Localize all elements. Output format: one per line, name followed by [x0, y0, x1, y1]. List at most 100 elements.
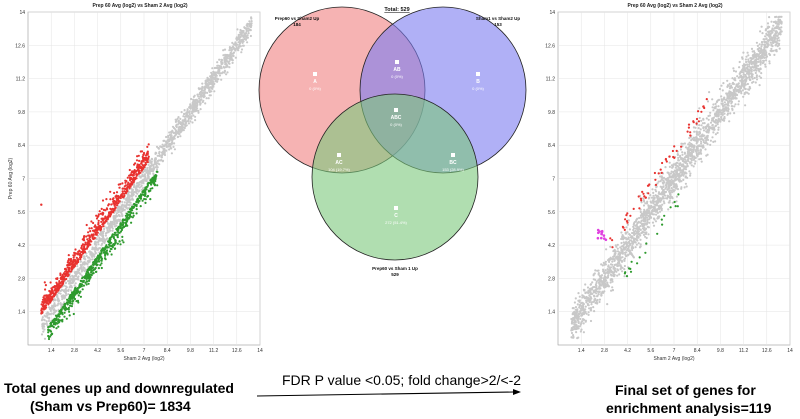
data-point	[99, 227, 102, 230]
data-point	[96, 241, 99, 244]
venn-set-label: 529	[391, 272, 399, 277]
data-point	[64, 307, 67, 310]
data-point	[75, 256, 78, 259]
data-point	[573, 326, 576, 330]
data-point	[769, 41, 772, 44]
data-point	[699, 128, 702, 131]
data-point	[107, 203, 110, 206]
data-point	[732, 69, 736, 72]
data-point	[54, 304, 57, 307]
data-point	[150, 167, 154, 171]
data-point	[609, 256, 612, 259]
data-point	[758, 46, 761, 50]
data-point	[722, 119, 725, 122]
data-point	[242, 44, 245, 47]
data-point	[578, 295, 581, 298]
data-point	[751, 81, 754, 84]
data-point	[146, 182, 149, 186]
data-point	[64, 292, 68, 295]
data-point	[582, 302, 585, 305]
data-point	[58, 320, 61, 324]
data-point	[102, 230, 105, 233]
data-point	[53, 308, 56, 311]
data-point	[97, 259, 100, 262]
data-point	[158, 154, 161, 158]
data-point	[146, 159, 149, 162]
data-point	[183, 112, 186, 116]
data-point	[764, 63, 767, 66]
data-point	[711, 136, 714, 139]
data-point	[692, 165, 695, 168]
data-point	[184, 124, 187, 128]
data-point	[607, 259, 610, 262]
data-point	[656, 217, 659, 220]
data-point	[191, 101, 194, 105]
y-tick-label: 2.8	[18, 276, 25, 282]
data-point	[199, 103, 202, 106]
data-point	[639, 234, 642, 237]
data-point	[750, 63, 753, 66]
data-point	[156, 159, 159, 163]
data-point	[47, 337, 51, 341]
data-point	[116, 234, 119, 237]
data-point	[115, 191, 119, 194]
data-point	[657, 215, 660, 218]
data-point	[675, 195, 678, 198]
data-point	[616, 262, 619, 265]
data-point	[122, 221, 125, 224]
data-point	[730, 98, 733, 101]
data-point	[223, 48, 227, 51]
data-point	[181, 128, 184, 131]
data-point	[187, 117, 190, 121]
data-point	[49, 295, 52, 298]
data-point	[720, 84, 723, 87]
data-point	[90, 227, 93, 230]
data-point	[45, 294, 48, 297]
data-point	[182, 115, 185, 118]
data-point	[218, 58, 221, 61]
data-point	[102, 212, 105, 215]
data-point	[706, 100, 710, 103]
data-point	[138, 186, 141, 189]
data-point	[646, 208, 649, 211]
data-point	[62, 294, 65, 297]
y-tick-label: 2.8	[548, 276, 555, 282]
data-point	[642, 197, 645, 200]
data-point	[686, 155, 689, 159]
data-point	[764, 35, 767, 38]
data-point	[762, 38, 765, 41]
data-point	[766, 27, 769, 30]
data-point	[86, 277, 89, 280]
y-tick-label: 14	[549, 10, 555, 16]
data-point	[220, 78, 223, 81]
data-point	[570, 331, 574, 335]
data-point	[636, 227, 639, 230]
data-point	[744, 79, 747, 82]
data-point	[764, 65, 767, 68]
data-point	[635, 236, 639, 239]
data-point	[616, 247, 619, 250]
data-point	[689, 172, 692, 175]
data-point	[596, 295, 599, 298]
data-point	[588, 298, 591, 301]
data-point	[163, 144, 166, 147]
data-point	[201, 86, 204, 90]
data-point	[113, 203, 117, 206]
data-point	[238, 38, 241, 41]
data-point	[120, 212, 123, 215]
data-point	[100, 252, 103, 255]
data-point	[581, 296, 584, 299]
data-point	[682, 168, 685, 171]
data-point	[67, 254, 70, 257]
data-point	[83, 276, 86, 279]
data-point	[633, 221, 636, 224]
data-point	[674, 179, 677, 182]
data-point	[246, 36, 249, 39]
data-point	[749, 67, 752, 70]
data-point	[144, 186, 147, 189]
data-point	[625, 242, 628, 245]
data-point	[82, 284, 85, 287]
data-point	[214, 66, 218, 69]
data-point	[655, 204, 658, 207]
data-point	[225, 57, 228, 60]
